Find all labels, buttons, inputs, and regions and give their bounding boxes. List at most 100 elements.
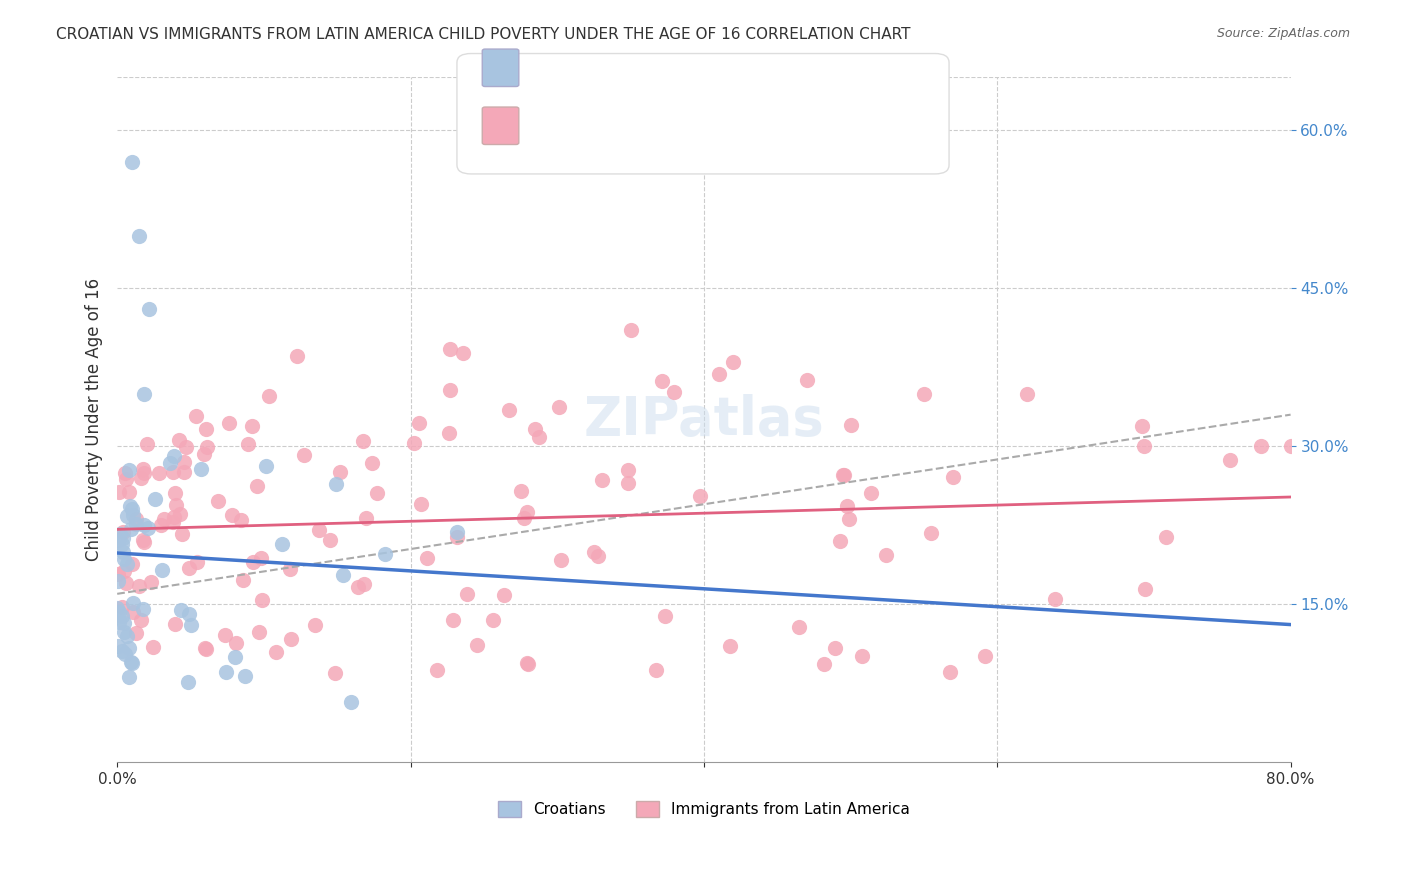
Point (152, 512, 174, 526)
Point (115, 629, 138, 643)
Point (240, 418, 263, 433)
Point (264, 645, 287, 659)
Point (169, 507, 191, 521)
Point (132, 462, 155, 476)
Point (112, 625, 135, 640)
Point (446, 525, 468, 540)
Point (111, 608, 134, 623)
Point (195, 422, 218, 436)
Point (356, 511, 378, 525)
Point (186, 555, 208, 569)
Point (249, 625, 271, 640)
Point (225, 636, 247, 650)
Point (280, 632, 302, 646)
Y-axis label: Child Poverty Under the Age of 16: Child Poverty Under the Age of 16 (86, 278, 103, 561)
Point (689, 489, 711, 503)
Point (439, 342, 461, 356)
Point (150, 563, 173, 577)
Point (163, 449, 186, 463)
Point (1130, 419, 1153, 434)
Point (122, 508, 145, 523)
Point (179, 561, 201, 575)
Point (813, 657, 835, 671)
Point (111, 600, 134, 615)
Point (591, 473, 613, 487)
Point (111, 531, 134, 545)
Point (118, 463, 141, 477)
Point (654, 609, 676, 624)
Point (221, 508, 243, 522)
Point (325, 477, 347, 491)
Point (121, 656, 143, 670)
Point (105, 601, 128, 615)
Point (492, 588, 515, 602)
Point (285, 349, 308, 363)
Point (1219, 453, 1241, 467)
Point (136, 521, 159, 535)
Point (107, 566, 129, 581)
Point (129, 471, 152, 485)
Text: N =: N = (640, 57, 673, 71)
Point (1250, 439, 1272, 453)
Point (107, 639, 129, 653)
Point (328, 465, 350, 479)
Point (439, 426, 461, 441)
Point (112, 552, 135, 566)
Point (167, 434, 190, 448)
Point (524, 422, 547, 436)
Legend: Croatians, Immigrants from Latin America: Croatians, Immigrants from Latin America (492, 795, 917, 823)
Point (835, 499, 858, 513)
Point (651, 374, 673, 388)
Point (108, 527, 131, 541)
Point (117, 508, 139, 523)
Point (128, 579, 150, 593)
Point (118, 641, 141, 656)
Point (107, 574, 129, 589)
Point (112, 545, 135, 559)
Point (645, 663, 668, 677)
Point (118, 485, 141, 500)
Point (1156, 530, 1178, 544)
Point (120, 522, 142, 536)
Point (550, 552, 572, 566)
Point (1043, 592, 1066, 607)
Point (838, 512, 860, 526)
Point (1133, 439, 1156, 453)
Point (162, 465, 184, 479)
Point (516, 656, 538, 670)
Point (340, 695, 363, 709)
Point (451, 346, 474, 360)
Point (426, 663, 449, 677)
Text: 0.063: 0.063 (562, 114, 614, 132)
Point (131, 601, 153, 615)
Point (112, 615, 135, 630)
Point (193, 447, 215, 461)
Point (280, 562, 302, 576)
Point (190, 462, 212, 476)
Point (256, 458, 278, 473)
Point (132, 466, 155, 480)
Point (510, 484, 533, 499)
Point (1015, 386, 1038, 401)
Point (828, 533, 851, 548)
Text: 143: 143 (679, 114, 714, 132)
Point (832, 468, 855, 483)
Point (465, 638, 488, 652)
Point (824, 641, 846, 656)
Text: CROATIAN VS IMMIGRANTS FROM LATIN AMERICA CHILD POVERTY UNDER THE AGE OF 16 CORR: CROATIAN VS IMMIGRANTS FROM LATIN AMERIC… (56, 27, 911, 42)
Point (118, 670, 141, 684)
Text: N =: N = (640, 116, 673, 130)
Point (194, 642, 217, 657)
Point (138, 302, 160, 317)
Point (707, 368, 730, 382)
Point (662, 384, 685, 399)
Point (942, 470, 965, 484)
Point (121, 154, 143, 169)
Point (839, 418, 862, 433)
Point (110, 644, 132, 658)
Point (408, 416, 430, 430)
Point (148, 467, 170, 481)
Point (353, 576, 375, 591)
Point (548, 401, 571, 415)
Point (416, 551, 439, 566)
